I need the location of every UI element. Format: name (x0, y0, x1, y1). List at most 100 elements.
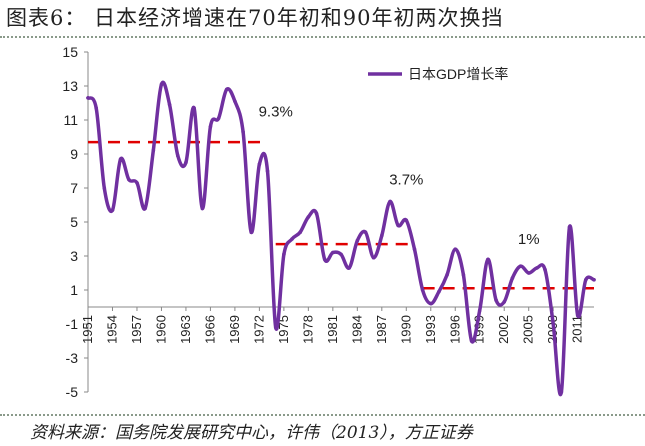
data-point (494, 298, 498, 303)
x-tick-label: 1987 (374, 315, 389, 344)
data-point (363, 230, 368, 234)
data-point (331, 250, 335, 255)
x-tick-label: 2002 (496, 315, 511, 344)
series-line-gdp-growth (86, 80, 596, 397)
x-tick-label: 1969 (227, 315, 242, 344)
source-note: 资料来源：国务院发展研究中心，许伟（2013），方正证券 (30, 423, 473, 443)
data-point (135, 181, 139, 185)
data-point (388, 199, 392, 204)
data-point (339, 252, 343, 257)
data-point (290, 237, 294, 241)
data-point (184, 160, 188, 165)
data-point (249, 230, 253, 234)
y-tick-label: 13 (62, 78, 78, 94)
data-point (176, 153, 180, 158)
y-tick-label: 5 (70, 214, 78, 230)
data-point (118, 157, 123, 161)
chart-area: -5 -3 -1 1 3 5 7 9 11 13 15 1951 1954 1957 1960 1963 196… (40, 40, 640, 410)
data-point (371, 255, 376, 260)
x-tick-label: 1972 (251, 315, 266, 344)
data-point (453, 247, 458, 251)
x-tick-label: 1954 (104, 315, 119, 344)
data-point (167, 102, 172, 107)
x-tick-label: 1981 (325, 315, 340, 344)
data-point (94, 106, 98, 110)
data-point (445, 272, 449, 277)
x-tick-label: 1978 (300, 315, 315, 344)
y-tick-label: -5 (66, 384, 79, 400)
x-tick-label: 1966 (202, 315, 217, 344)
x-tick-label: 1963 (178, 315, 193, 344)
data-point (127, 177, 131, 182)
data-point (437, 289, 441, 294)
data-point (551, 322, 555, 326)
data-point (192, 106, 196, 110)
y-tick-label: -3 (66, 350, 79, 366)
average-label: 3.7% (389, 172, 423, 189)
data-point (216, 116, 221, 121)
data-point (502, 300, 507, 304)
y-tick-label: 15 (62, 44, 78, 60)
data-point (298, 230, 303, 234)
x-tick-label: 1993 (423, 315, 438, 344)
chart-title: 图表6： 日本经济增速在70年初和90年初两次换挡 (6, 6, 504, 30)
data-point (241, 130, 245, 134)
data-point (151, 148, 156, 153)
data-point (314, 211, 319, 216)
title-divider (0, 36, 645, 38)
data-point (396, 223, 400, 228)
data-point (584, 278, 588, 282)
data-point (322, 257, 327, 262)
data-point (110, 208, 115, 212)
data-point (412, 247, 417, 251)
data-point (102, 186, 107, 190)
average-label: 9.3% (259, 104, 293, 121)
data-point (404, 218, 409, 223)
data-point (282, 252, 286, 257)
data-point (224, 87, 229, 92)
data-point (86, 96, 90, 100)
x-tick-label: 1957 (129, 315, 144, 344)
data-point (257, 162, 262, 166)
data-point (510, 276, 515, 280)
data-point (420, 288, 425, 292)
data-point (518, 264, 523, 268)
data-point (526, 271, 531, 275)
data-point (429, 301, 433, 306)
source-divider (0, 414, 645, 416)
y-tick-label: 7 (70, 180, 78, 196)
data-point (575, 313, 580, 318)
data-point (592, 278, 596, 282)
data-point (208, 125, 213, 129)
x-tick-label: 1990 (398, 315, 413, 344)
data-point (380, 233, 384, 238)
data-point (477, 308, 482, 313)
y-tick-label: 11 (63, 112, 78, 128)
x-tick-label: 2011 (570, 315, 585, 343)
x-tick-label: 1984 (349, 315, 364, 344)
data-point (461, 272, 466, 277)
data-point (159, 82, 164, 87)
x-tick-label: 1996 (447, 315, 462, 344)
data-point (265, 169, 270, 173)
x-tick-label: 2005 (521, 315, 536, 344)
x-tick-label: 1960 (153, 315, 168, 344)
x-tick-label: 1951 (80, 315, 95, 344)
data-point (273, 325, 278, 330)
data-point (306, 215, 311, 219)
legend-label: 日本GDP增长率 (408, 66, 508, 82)
average-label: 1% (518, 231, 540, 248)
data-point (469, 339, 474, 343)
data-point (200, 206, 205, 211)
data-point (347, 266, 352, 270)
data-point (559, 390, 564, 394)
data-point (535, 266, 539, 270)
y-tick-label: 1 (70, 282, 78, 298)
y-tick-label: -1 (66, 316, 79, 332)
data-point (543, 267, 547, 272)
data-point (486, 257, 490, 262)
data-point (567, 225, 572, 229)
data-point (143, 206, 147, 211)
data-point (233, 99, 237, 104)
